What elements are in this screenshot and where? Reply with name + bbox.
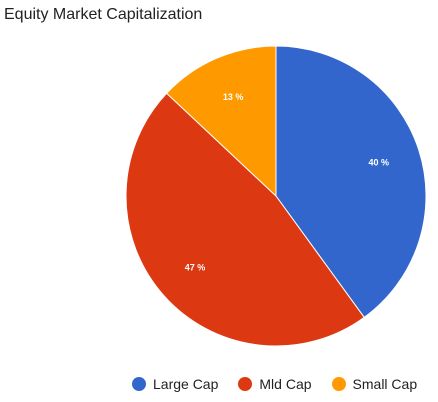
pie-slice-mld-cap[interactable]	[125, 92, 365, 347]
slice-label-mld-cap: 47 %	[185, 262, 206, 272]
legend-item-mid-cap[interactable]: Mld Cap	[238, 376, 312, 392]
legend: Large Cap Mld Cap Small Cap	[132, 376, 417, 392]
legend-label-mid-cap: Mld Cap	[259, 376, 312, 392]
legend-item-small-cap[interactable]: Small Cap	[331, 376, 418, 392]
slice-label-large-cap: 40 %	[368, 158, 389, 168]
chart-title: Equity Market Capitalization	[4, 6, 203, 23]
legend-swatch-mid-cap	[238, 377, 253, 391]
legend-label-small-cap: Small Cap	[352, 376, 418, 392]
legend-item-large-cap[interactable]: Large Cap	[132, 376, 218, 392]
legend-swatch-large-cap	[132, 377, 146, 391]
legend-swatch-small-cap	[331, 377, 346, 391]
pie-slice-small-cap[interactable]	[165, 45, 277, 198]
legend-label-large-cap: Large Cap	[153, 376, 219, 392]
pie-slice-large-cap[interactable]	[275, 45, 427, 319]
slice-label-small-cap: 13 %	[223, 92, 244, 102]
